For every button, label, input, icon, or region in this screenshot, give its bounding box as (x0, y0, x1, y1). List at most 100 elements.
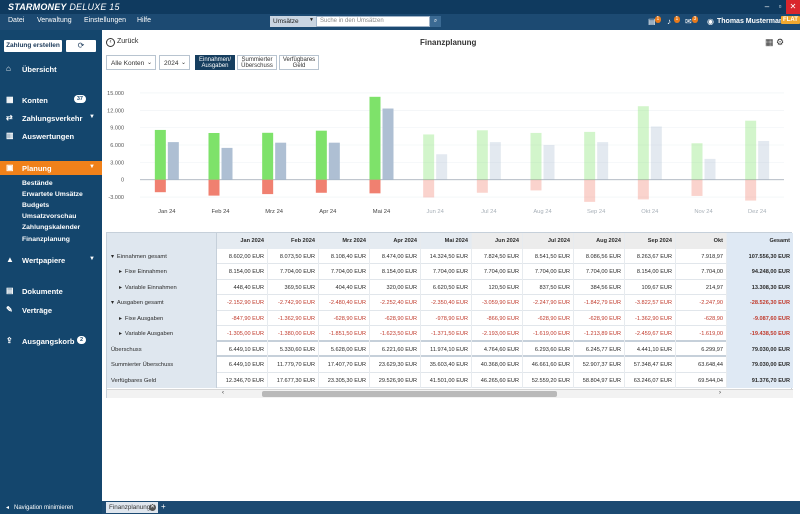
budget-bar[interactable] (167, 142, 179, 180)
tab-finanzplanung[interactable]: Finanzplanung ✕ (106, 502, 158, 513)
search-input[interactable]: Suche in den Umsätzen (316, 16, 430, 27)
table-row[interactable]: ▸ Fixe Ausgaben -847,90 EUR -1.362,90 EUR -6… (107, 310, 793, 326)
scrollbar-thumb[interactable] (262, 391, 557, 397)
income-bar[interactable] (262, 132, 274, 180)
back-button[interactable]: ‹ Zurück (106, 38, 138, 47)
table-column-header[interactable]: Jan 2024 (217, 233, 268, 249)
user-name[interactable]: Thomas Mustermann (717, 18, 788, 25)
table-column-header[interactable]: Jun 2024 (472, 233, 523, 249)
income-bar[interactable] (208, 132, 220, 180)
expense-bar[interactable] (691, 179, 703, 196)
income-bar[interactable] (745, 120, 757, 180)
menu-hilfe[interactable]: Hilfe (137, 17, 152, 24)
table-column-header[interactable]: Apr 2024 (370, 233, 421, 249)
close-icon[interactable]: ✕ (149, 504, 156, 511)
table-row[interactable]: ▾ Ausgaben gesamt -2.152,90 EUR -2.742,90 E… (107, 295, 793, 311)
table-row[interactable]: ▸ Variable Ausgaben -1.305,00 EUR -1.380,00… (107, 326, 793, 342)
income-bar[interactable] (369, 96, 381, 180)
subnav-bestaende[interactable]: Bestände (22, 180, 53, 187)
maximize-window-button[interactable]: ▫ (778, 2, 782, 11)
subnav-budgets[interactable]: Budgets (22, 202, 50, 209)
close-window-button[interactable]: ✕ (786, 0, 800, 14)
year-dropdown[interactable]: 2024 ⌄ (159, 55, 190, 70)
table-row[interactable]: Summierter Überschuss 6.449,10 EUR 11.779,… (107, 357, 793, 373)
subnav-erwartete-umsaetze[interactable]: Erwartete Umsätze (22, 191, 83, 198)
table-column-header[interactable]: Aug 2024 (574, 233, 625, 249)
sidebar-item-planung[interactable]: ▣ Planung ▼ (0, 161, 102, 175)
budget-bar[interactable] (543, 145, 555, 180)
subnav-umsatzvorschau[interactable]: Umsatzvorschau (22, 213, 77, 220)
table-column-header[interactable]: Feb 2024 (268, 233, 319, 249)
subnav-zahlungskalender[interactable]: Zahlungskalender (22, 224, 81, 231)
bell-icon[interactable]: ♪ 1 (667, 16, 680, 26)
row-label[interactable]: ▸ Variable Ausgaben (107, 326, 217, 342)
settings-icon[interactable]: ⚙ (776, 37, 785, 47)
table-column-header[interactable]: Mrz 2024 (319, 233, 370, 249)
budget-bar[interactable] (489, 142, 501, 180)
expand-icon[interactable]: ▸ (119, 269, 122, 275)
budget-bar[interactable] (704, 158, 716, 180)
table-row[interactable]: Verfügbares Geld 12.346,70 EUR 17.677,30 E… (107, 372, 793, 388)
menu-verwaltung[interactable]: Verwaltung (37, 17, 72, 24)
scroll-left-icon[interactable]: ‹ (222, 390, 224, 396)
expense-bar[interactable] (154, 179, 166, 193)
sidebar-item-konten[interactable]: ▦ Konten 37 (0, 93, 102, 107)
table-column-header[interactable]: Sep 2024 (625, 233, 676, 249)
expense-bar[interactable] (745, 179, 757, 201)
search-icon[interactable]: ⌕ (430, 16, 441, 27)
income-bar[interactable] (476, 130, 488, 180)
expense-bar[interactable] (423, 179, 435, 198)
table-column-header[interactable]: Okt (676, 233, 727, 249)
table-row[interactable]: ▸ Fixe Einnahmen 8.154,00 EUR 7.704,00 EUR 7… (107, 264, 793, 280)
income-bar[interactable] (530, 132, 542, 180)
search-category-select[interactable]: Umsätze ▼ (270, 16, 316, 27)
sidebar-item-dokumente[interactable]: ▤ Dokumente (6, 286, 63, 296)
table-column-header[interactable]: Jul 2024 (523, 233, 574, 249)
sidebar-item-zahlungsverkehr[interactable]: ⇄ Zahlungsverkehr ▼ (6, 113, 95, 123)
mail-icon[interactable]: ✉ 3 (685, 16, 698, 26)
budget-bar[interactable] (382, 108, 394, 180)
budget-bar[interactable] (597, 142, 609, 180)
minimize-window-button[interactable]: – (764, 2, 770, 11)
toggle-summed-surplus[interactable]: Summierter Überschuss (237, 55, 277, 70)
expense-bar[interactable] (369, 179, 381, 194)
scroll-right-icon[interactable]: › (719, 390, 721, 396)
minimize-navigation-button[interactable]: ◂ Navigation minimieren (6, 505, 74, 511)
sync-icon[interactable]: ⟳ (66, 40, 96, 52)
menu-einstellungen[interactable]: Einstellungen (84, 17, 127, 24)
create-payment-button[interactable]: Zahlung erstellen (4, 40, 62, 52)
horizontal-scrollbar[interactable]: ‹ › (107, 389, 793, 398)
sidebar-item-overview[interactable]: ⌂ Übersicht (6, 64, 57, 74)
row-label[interactable]: ▸ Variable Einnahmen (107, 279, 217, 295)
user-icon[interactable]: ◉ (707, 17, 714, 26)
row-label[interactable]: ▾ Einnahmen gesamt (107, 248, 217, 264)
expense-bar[interactable] (208, 179, 220, 196)
table-column-header[interactable]: Mai 2024 (421, 233, 472, 249)
income-bar[interactable] (584, 131, 596, 180)
expense-bar[interactable] (315, 179, 327, 193)
expand-icon[interactable]: ▾ (111, 253, 114, 260)
income-bar[interactable] (315, 130, 327, 180)
expense-bar[interactable] (476, 179, 488, 193)
document-icon[interactable]: ▤ 1 (648, 16, 661, 26)
income-bar[interactable] (423, 134, 435, 180)
add-tab-button[interactable]: + (161, 502, 166, 511)
income-bar[interactable] (637, 106, 649, 180)
row-label[interactable]: Summierter Überschuss (107, 357, 217, 373)
table-row[interactable]: ▸ Variable Einnahmen 448,40 EUR 369,50 EUR 4… (107, 279, 793, 295)
budget-bar[interactable] (650, 126, 662, 180)
row-label[interactable]: Überschuss (107, 341, 217, 357)
table-row[interactable]: ▾ Einnahmen gesamt 8.602,00 EUR 8.073,50 EU… (107, 248, 793, 264)
budget-bar[interactable] (275, 142, 287, 180)
row-label[interactable]: ▾ Ausgaben gesamt (107, 295, 217, 311)
subnav-finanzplanung[interactable]: Finanzplanung (22, 236, 70, 243)
accounts-dropdown[interactable]: Alle Konten ⌄ (106, 55, 156, 70)
expense-bar[interactable] (530, 179, 542, 191)
income-bar[interactable] (154, 129, 166, 180)
row-label[interactable]: ▸ Fixe Einnahmen (107, 264, 217, 280)
row-label[interactable]: ▸ Fixe Ausgaben (107, 310, 217, 326)
sidebar-item-wertpapiere[interactable]: ▲ Wertpapiere ▼ (6, 255, 95, 265)
budget-bar[interactable] (436, 154, 448, 180)
expense-bar[interactable] (637, 179, 649, 200)
expand-icon[interactable]: ▾ (111, 300, 114, 306)
